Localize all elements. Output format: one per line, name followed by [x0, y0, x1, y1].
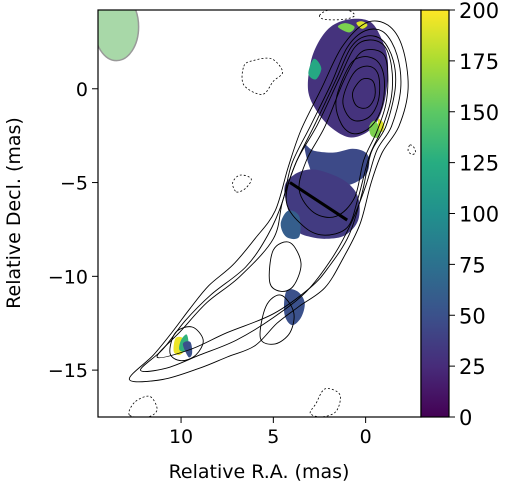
- x-tick-label: 10: [169, 426, 193, 448]
- y-tick-label: −15: [48, 360, 88, 382]
- colorbar-tick-label: 25: [459, 355, 486, 379]
- contour-positive: [335, 56, 385, 135]
- contour-negative: [319, 10, 356, 21]
- y-axis-title: Relative Decl. (mas): [3, 117, 25, 309]
- intensity-region: [182, 341, 193, 358]
- intensity-region: [307, 18, 389, 138]
- colorbar-tick-label: 50: [459, 304, 486, 328]
- intensity-image-layer: [173, 18, 389, 358]
- colorbar-tick-label: 200: [459, 0, 499, 23]
- colorbar-tick-label: 125: [459, 152, 499, 176]
- y-tick-label: −10: [48, 266, 88, 288]
- x-tick-label: 0: [360, 426, 372, 448]
- contour-positive: [342, 65, 381, 122]
- contour-negative: [309, 388, 341, 417]
- beam-ellipse: [98, 10, 140, 62]
- colorbar-tick-label: 0: [459, 406, 472, 430]
- overlay-layer: [98, 10, 348, 222]
- x-tick-label: 5: [267, 426, 279, 448]
- intensity-region: [377, 118, 385, 133]
- x-axis-title: Relative R.A. (mas): [169, 461, 350, 483]
- slice-line: [289, 181, 348, 222]
- contour-positive: [285, 39, 393, 236]
- contour-negative: [407, 144, 416, 155]
- contour-positive: [352, 77, 376, 109]
- contour-positive: [169, 326, 204, 362]
- colorbar-tick-label: 175: [459, 50, 499, 74]
- x-axis: 10 5 0: [169, 417, 372, 448]
- contour-positive: [298, 48, 389, 218]
- intensity-region: [308, 58, 322, 80]
- colorbar-ticks: 0 25 50 75 100 125 150 175 200: [449, 0, 499, 430]
- plot-area: [98, 10, 416, 417]
- contour-negative: [232, 174, 252, 193]
- contour-negative: [128, 395, 158, 417]
- y-tick-label: −5: [60, 173, 88, 195]
- intensity-region: [280, 210, 301, 240]
- colorbar-gradient: [421, 10, 449, 417]
- contour-layer: [128, 10, 416, 417]
- contour-positive: [156, 35, 397, 359]
- contour-positive: [140, 28, 402, 372]
- y-tick-label: 0: [76, 79, 88, 101]
- y-axis: 0 −5 −10 −15: [48, 79, 98, 382]
- contour-positive: [268, 241, 302, 292]
- intensity-region: [337, 23, 355, 33]
- colorbar-tick-label: 75: [459, 253, 486, 277]
- colorbar-tick-label: 150: [459, 101, 499, 125]
- contour-positive: [259, 294, 295, 345]
- contour-positive: [128, 20, 409, 383]
- contour-negative: [241, 57, 283, 95]
- colorbar-tick-label: 100: [459, 203, 499, 227]
